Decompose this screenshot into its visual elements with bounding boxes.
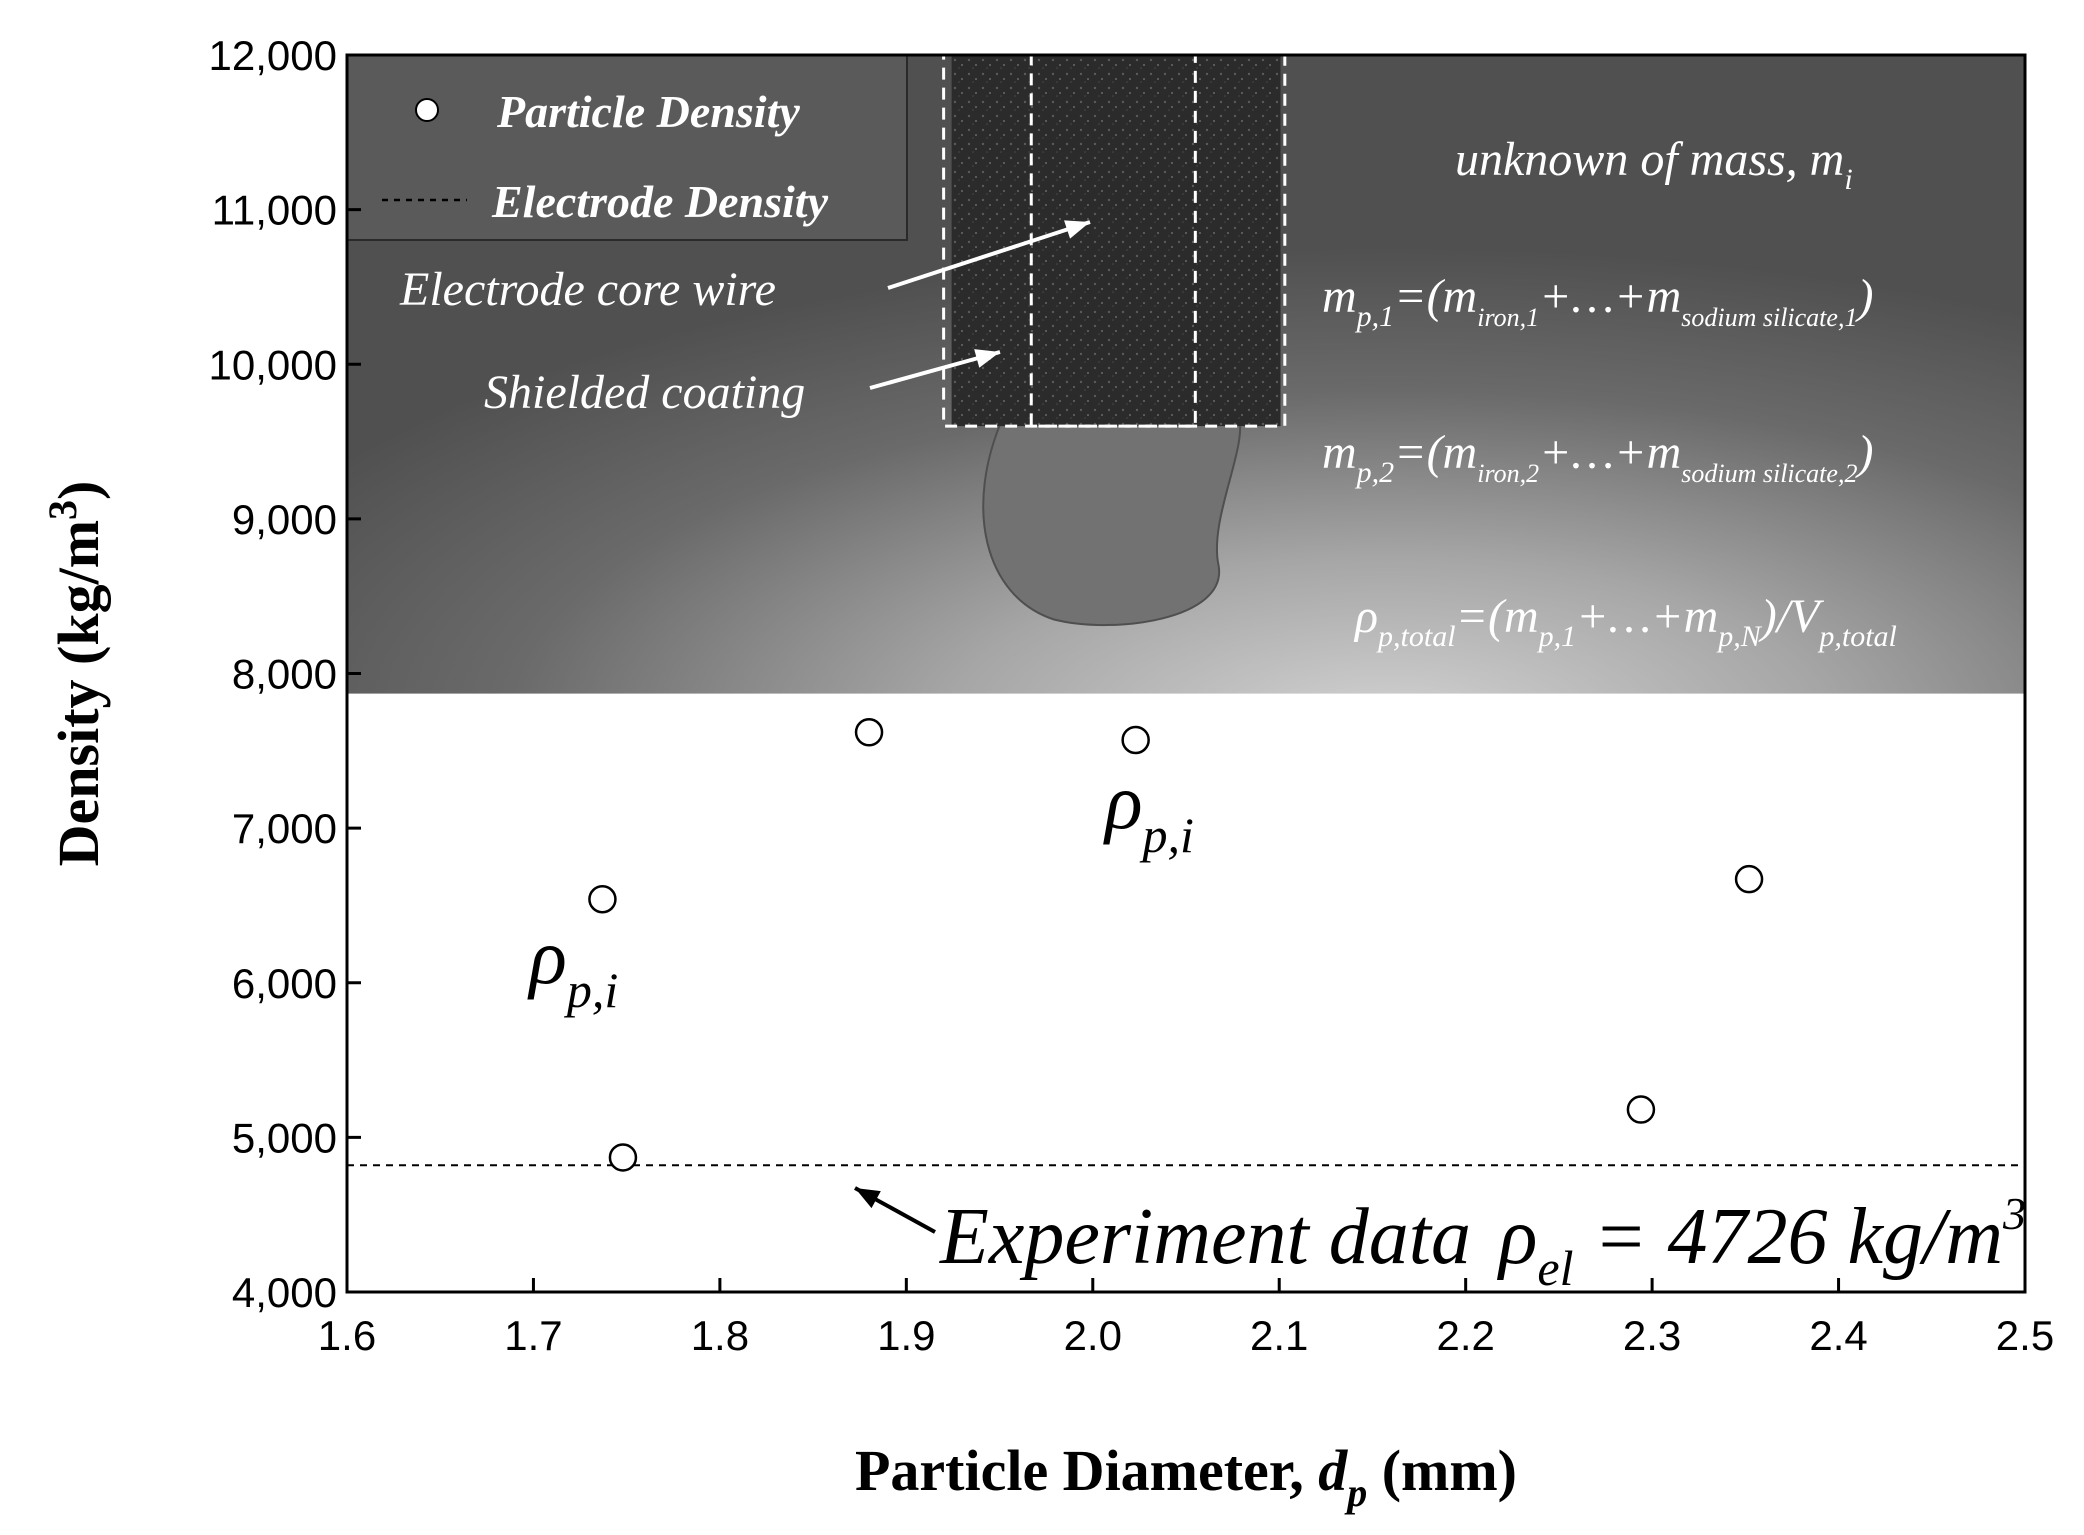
x-tick-label: 2.2 (1436, 1312, 1494, 1359)
experiment-arrow (854, 1186, 936, 1234)
equation-mass-2: mp,2=(miron,2+…+msodium silicate,2) (1322, 426, 1873, 489)
data-point (1626, 1095, 1656, 1124)
x-axis-title: Particle Diameter, dp (mm) (855, 1438, 1517, 1515)
y-axis: 4,000 5,000 6,000 7,000 8,000 9,000 10,000 11,0… (209, 32, 361, 1316)
x-tick-label: 1.9 (877, 1312, 935, 1359)
legend-box (346, 54, 908, 241)
inset-photo: Particle Density Electrode Density Elect… (346, 53, 2025, 694)
experiment-label: Experiment data ρel = 4726 kg/m3 (939, 1188, 2026, 1296)
legend-label-electrode: Electrode Density (491, 176, 829, 227)
data-point (588, 885, 617, 914)
y-tick-label: 7,000 (232, 805, 337, 852)
x-tick-label: 1.8 (691, 1312, 749, 1359)
x-axis: 1.6 1.7 1.8 1.9 2.0 2.1 2.2 2.3 2.4 2.5 (318, 1278, 2054, 1359)
y-tick-label: 12,000 (209, 32, 337, 79)
data-point (1734, 864, 1764, 894)
y-tick-label: 6,000 (232, 960, 337, 1007)
photo-arrows (869, 220, 1091, 390)
rho-label-left: ρp,i (527, 913, 618, 1018)
coating-arrow (869, 349, 1001, 390)
x-tick-label: 1.7 (504, 1312, 562, 1359)
y-tick-label: 8,000 (232, 651, 337, 698)
legend-label-particle: Particle Density (496, 86, 800, 137)
x-tick-label: 2.1 (1250, 1312, 1308, 1359)
y-tick-label: 9,000 (232, 496, 337, 543)
x-tick-label: 2.0 (1064, 1312, 1122, 1359)
equation-total-density: ρp,total=(mp,1+…+mp,N)/Vp,total (1353, 590, 1897, 653)
x-tick-label: 1.6 (318, 1312, 376, 1359)
data-point (608, 1143, 638, 1172)
particle-density-points (588, 718, 1764, 1172)
core-wire-label: Electrode core wire (399, 263, 776, 316)
x-tick-label: 2.5 (1996, 1312, 2054, 1359)
y-tick-label: 5,000 (232, 1114, 337, 1161)
x-tick-label: 2.4 (1809, 1312, 1867, 1359)
data-point (1121, 725, 1150, 755)
legend: Particle Density Electrode Density (346, 54, 908, 241)
y-tick-label: 4,000 (232, 1269, 337, 1316)
coating-label: Shielded coating (484, 366, 805, 419)
core-wire-arrow (887, 220, 1091, 290)
y-axis-title: Density (kg/m3) (40, 481, 111, 867)
equation-unknown-mass: unknown of mass, mi (1455, 133, 1853, 196)
equation-mass-1: mp,1=(miron,1+…+msodium silicate,1) (1322, 270, 1873, 333)
x-tick-label: 2.3 (1623, 1312, 1681, 1359)
y-tick-label: 10,000 (209, 341, 337, 388)
electrode-body (951, 55, 1281, 427)
legend-marker-particle (415, 98, 439, 122)
molten-droplet (982, 415, 1242, 627)
rho-label-center: ρp,i (1103, 758, 1194, 863)
y-tick-label: 11,000 (212, 187, 337, 234)
experiment-arrow-shape (854, 1186, 936, 1234)
data-point (854, 718, 884, 747)
